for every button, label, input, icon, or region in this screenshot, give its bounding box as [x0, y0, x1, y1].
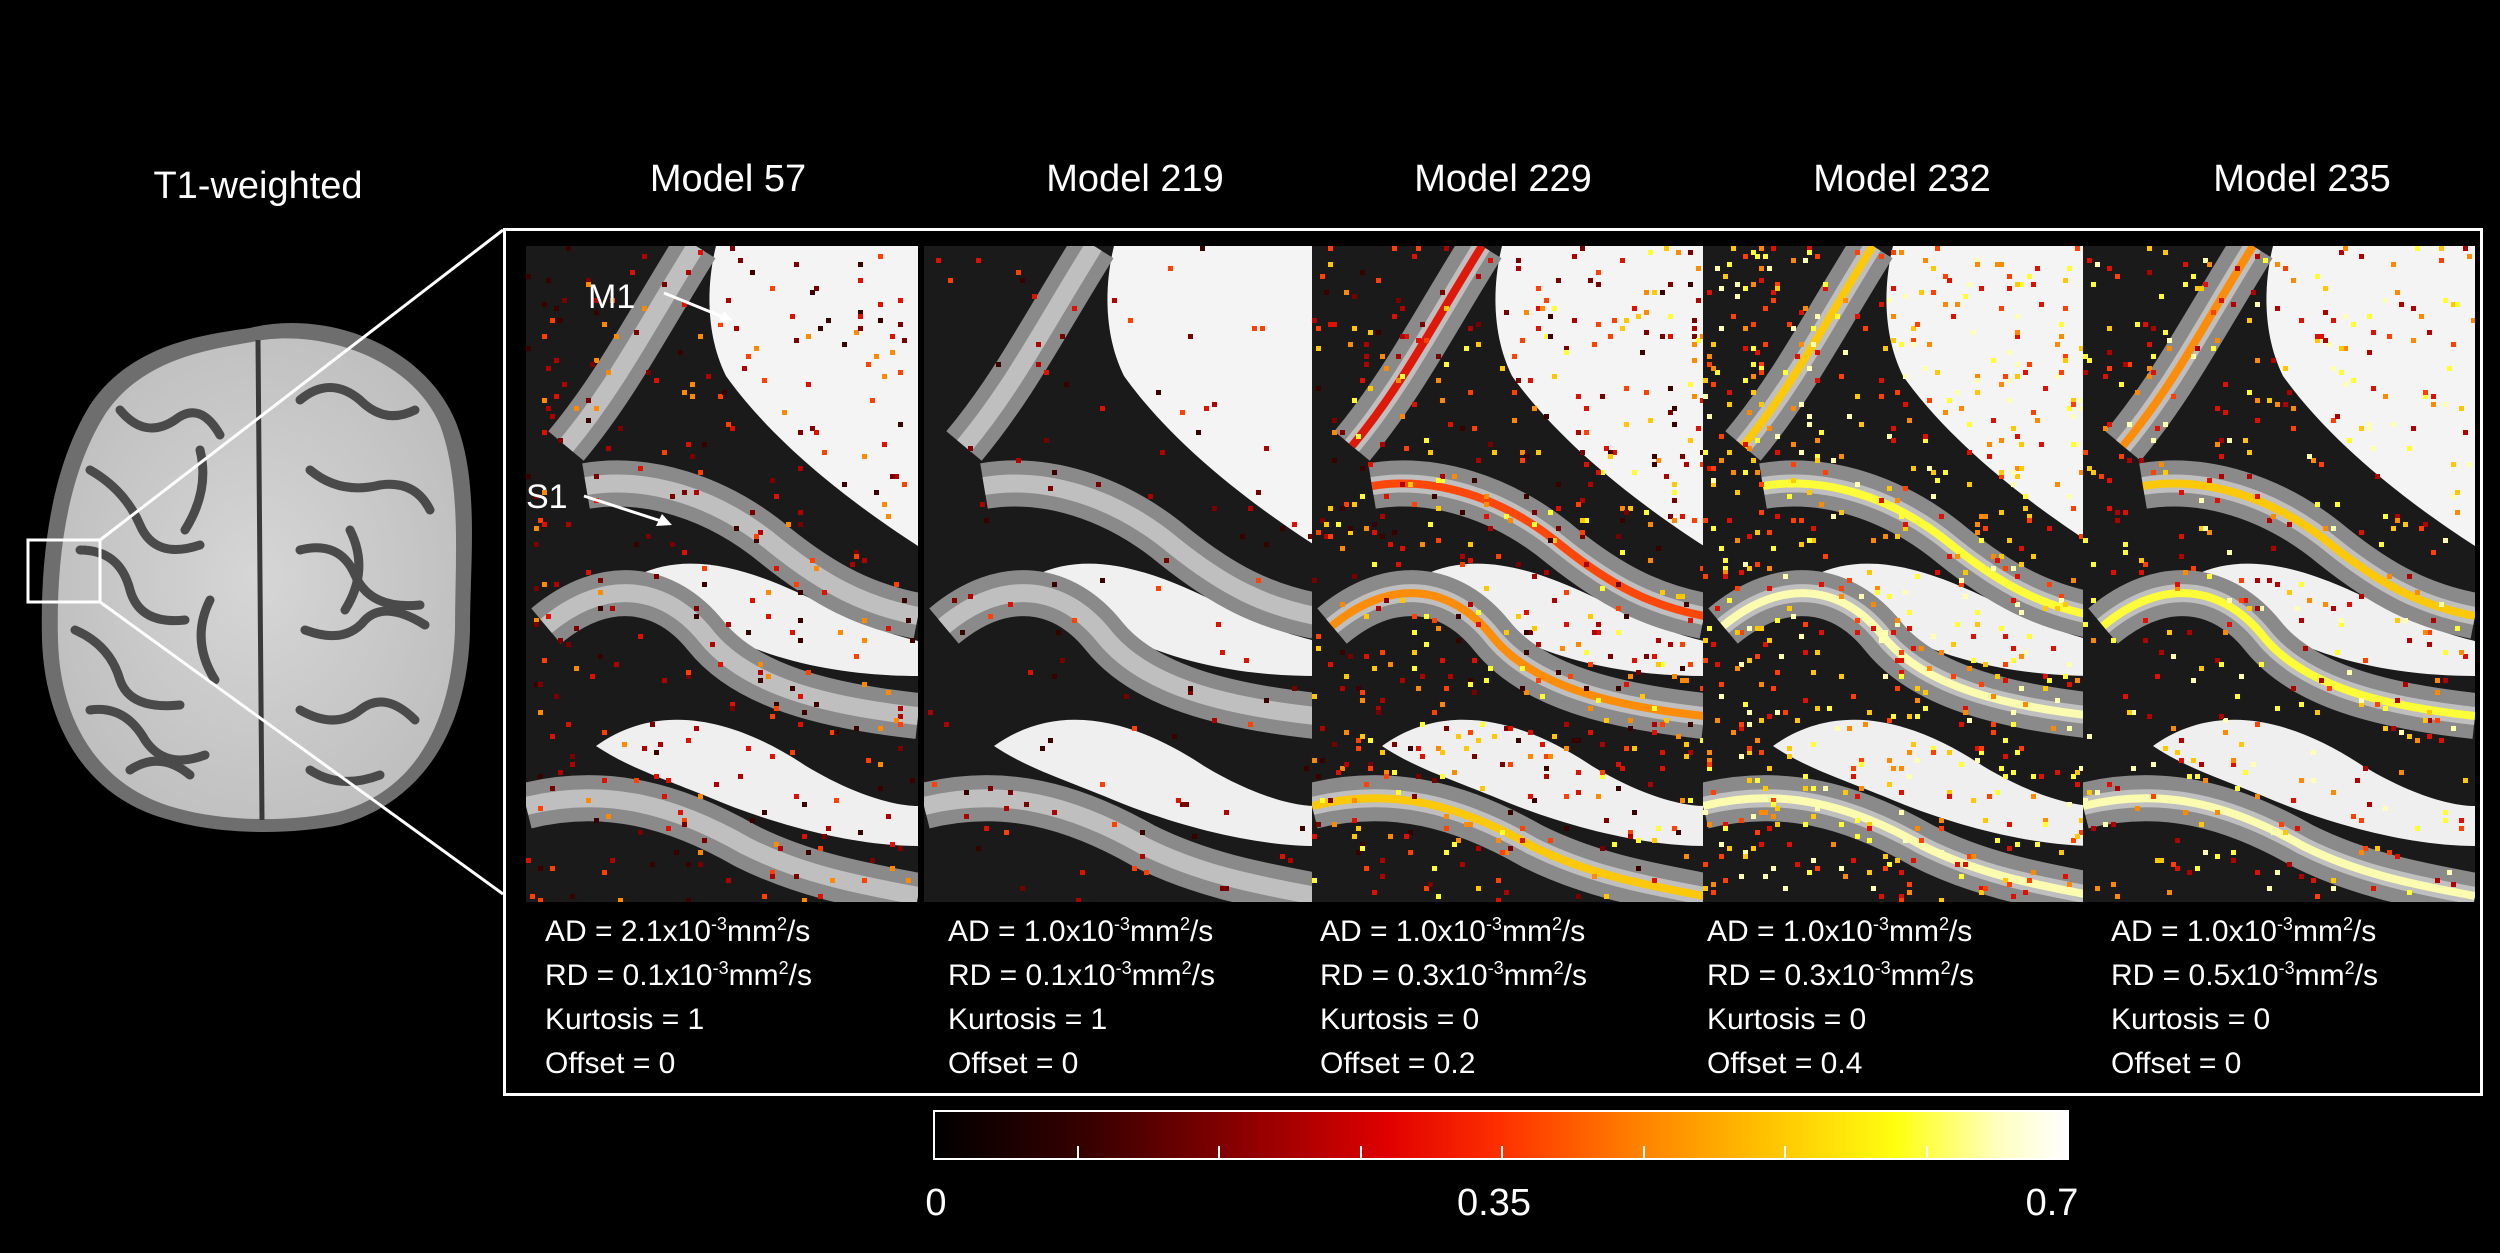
s1-label: S1 — [526, 478, 568, 516]
model-title-229: Model 229 — [1414, 158, 1592, 200]
kurtosis-value: Kurtosis = 1 — [545, 1003, 705, 1036]
rd-value: RD = 0.1x10-3mm2/s — [545, 958, 812, 992]
colorbar-tick — [1501, 1146, 1503, 1158]
offset-value: Offset = 0 — [2111, 1047, 2242, 1080]
colorbar-max-label: 0.7 — [2025, 1182, 2079, 1224]
rd-value: RD = 0.3x10-3mm2/s — [1707, 958, 1974, 992]
colorbar — [933, 1110, 2069, 1160]
roi-box — [26, 538, 102, 604]
map-panel-model-219 — [924, 246, 1316, 902]
rd-value: RD = 0.5x10-3mm2/s — [2111, 958, 2378, 992]
kurtosis-value: Kurtosis = 0 — [2111, 1003, 2271, 1036]
params-model-232: AD = 1.0x10-3mm2/s RD = 0.3x10-3mm2/s Ku… — [1707, 910, 1974, 1086]
colorbar-tick — [1784, 1146, 1786, 1158]
params-model-219: AD = 1.0x10-3mm2/s RD = 0.1x10-3mm2/s Ku… — [948, 910, 1215, 1086]
ad-value: AD = 1.0x10-3mm2/s — [2111, 914, 2377, 948]
ad-value: AD = 1.0x10-3mm2/s — [1320, 914, 1586, 948]
offset-value: Offset = 0.4 — [1707, 1047, 1863, 1080]
model-title-219: Model 219 — [1046, 158, 1224, 200]
model-title-235: Model 235 — [2213, 158, 2391, 200]
map-panel-model-229 — [1312, 246, 1704, 902]
axial-brain-image — [26, 322, 472, 832]
zoom-frame — [503, 228, 2483, 1096]
rd-value: RD = 0.3x10-3mm2/s — [1320, 958, 1587, 992]
t1-weighted-title: T1-weighted — [153, 165, 363, 207]
kurtosis-value: Kurtosis = 0 — [1707, 1003, 1867, 1036]
m1-arrow — [663, 291, 734, 323]
colorbar-tick — [1218, 1146, 1220, 1158]
ad-value: AD = 1.0x10-3mm2/s — [1707, 914, 1973, 948]
offset-value: Offset = 0 — [948, 1047, 1079, 1080]
map-panel-model-235 — [2083, 246, 2475, 902]
params-model-57: AD = 2.1x10-3mm2/s RD = 0.1x10-3mm2/s Ku… — [545, 910, 812, 1086]
kurtosis-value: Kurtosis = 0 — [1320, 1003, 1480, 1036]
model-title-57: Model 57 — [649, 158, 807, 200]
kurtosis-value: Kurtosis = 1 — [948, 1003, 1108, 1036]
colorbar-tick — [1925, 1146, 1928, 1158]
m1-label: M1 — [588, 278, 636, 316]
s1-arrow — [583, 494, 672, 526]
ad-value: AD = 1.0x10-3mm2/s — [948, 914, 1214, 948]
ad-value: AD = 2.1x10-3mm2/s — [545, 914, 811, 948]
offset-value: Offset = 0 — [545, 1047, 676, 1080]
map-panel-model-57 — [526, 246, 918, 902]
map-panel-model-232 — [1703, 246, 2095, 902]
colorbar-mid-label: 0.35 — [1457, 1182, 1531, 1224]
rd-value: RD = 0.1x10-3mm2/s — [948, 958, 1215, 992]
colorbar-min-label: 0 — [925, 1182, 947, 1224]
colorbar-tick — [1359, 1146, 1362, 1158]
colorbar-tick — [1076, 1146, 1079, 1158]
model-title-232: Model 232 — [1813, 158, 1991, 200]
colorbar-tick — [1642, 1146, 1645, 1158]
params-model-229: AD = 1.0x10-3mm2/s RD = 0.3x10-3mm2/s Ku… — [1320, 910, 1587, 1086]
params-model-235: AD = 1.0x10-3mm2/s RD = 0.5x10-3mm2/s Ku… — [2111, 910, 2378, 1086]
offset-value: Offset = 0.2 — [1320, 1047, 1476, 1080]
